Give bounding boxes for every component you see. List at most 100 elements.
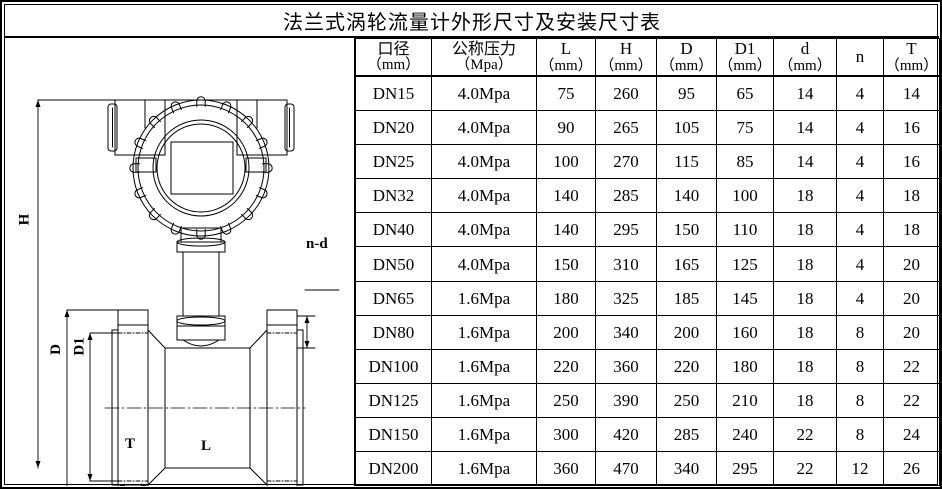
header-name: d xyxy=(800,39,810,58)
table-cell: 325 xyxy=(595,280,657,316)
cell-nominal-diameter: DN20 xyxy=(355,110,432,146)
technical-drawing-pane: H D D1 n-d T L xyxy=(5,38,355,486)
table-cell: 4 xyxy=(836,178,884,214)
table-header-cell-5: D1 （mm） xyxy=(716,37,774,77)
sheet-inner-border: 法兰式涡轮流量计外形尺寸及安装尺寸表 xyxy=(4,4,940,487)
table-header-cell-6: d （mm） xyxy=(773,37,837,77)
cell-nominal-diameter: DN100 xyxy=(355,348,432,384)
table-cell: 295 xyxy=(595,212,657,248)
cell-nominal-diameter: DN25 xyxy=(355,144,432,180)
table-cell: 185 xyxy=(656,280,717,316)
table-row: DN125 1.6Mpa 250 390 250 210 18 8 22 xyxy=(355,382,940,418)
table-cell: 4 xyxy=(836,75,884,112)
table-body: DN15 4.0Mpa 75 260 95 65 14 4 14 DN20 4.0Mpa 90 265 1… xyxy=(355,75,940,487)
table-header-cell-3: H （mm） xyxy=(595,37,657,77)
header-unit: （mm） xyxy=(659,58,714,75)
dimension-label-n-d: n-d xyxy=(306,236,328,252)
table-cell: 105 xyxy=(656,110,717,146)
table-cell: 200 xyxy=(536,314,596,350)
dimension-table-container: 口径 （mm） 公称压力 （Mpa） L （mm） H （mm） D （mm） D1 （mm） d （mm… xyxy=(355,37,940,487)
table-cell: 4.0Mpa xyxy=(431,178,537,214)
table-header-cell-2: L （mm） xyxy=(536,37,596,77)
table-cell: 4 xyxy=(836,144,884,180)
table-row: DN80 1.6Mpa 200 340 200 160 18 8 20 xyxy=(355,314,940,350)
table-cell: 1.6Mpa xyxy=(431,382,537,418)
table-cell: 85 xyxy=(716,144,774,180)
table-row: DN100 1.6Mpa 220 360 220 180 18 8 22 xyxy=(355,348,940,384)
table-cell: 250 xyxy=(656,382,717,418)
table-cell: 8 xyxy=(836,416,884,452)
table-header-cell-7: n xyxy=(836,37,884,77)
cell-nominal-diameter: DN32 xyxy=(355,178,432,214)
table-cell: 145 xyxy=(716,280,774,316)
cell-nominal-diameter: DN80 xyxy=(355,314,432,350)
dimension-label-L: L xyxy=(201,438,212,454)
table-cell: 100 xyxy=(716,178,774,214)
table-cell: 420 xyxy=(595,416,657,452)
table-cell: 8 xyxy=(836,314,884,350)
header-name: T xyxy=(906,39,917,58)
dimension-label-T: T xyxy=(125,436,136,452)
table-cell: 18 xyxy=(773,280,837,316)
table-cell: 4 xyxy=(836,212,884,248)
table-cell: 90 xyxy=(536,110,596,146)
table-cell: 95 xyxy=(656,75,717,112)
table-cell: 14 xyxy=(773,110,837,146)
table-cell: 22 xyxy=(883,382,940,418)
table-cell: 14 xyxy=(773,144,837,180)
table-cell: 4.0Mpa xyxy=(431,246,537,282)
table-cell: 18 xyxy=(773,314,837,350)
table-cell: 65 xyxy=(716,75,774,112)
table-cell: 220 xyxy=(656,348,717,384)
table-cell: 8 xyxy=(836,382,884,418)
table-cell: 295 xyxy=(716,450,774,487)
table-cell: 285 xyxy=(656,416,717,452)
table-cell: 265 xyxy=(595,110,657,146)
table-cell: 100 xyxy=(536,144,596,180)
table-cell: 1.6Mpa xyxy=(431,450,537,487)
header-unit: （mm） xyxy=(718,58,772,75)
table-cell: 470 xyxy=(595,450,657,487)
table-cell: 4.0Mpa xyxy=(431,212,537,248)
header-unit: （mm） xyxy=(366,57,421,74)
table-cell: 260 xyxy=(595,75,657,112)
table-cell: 24 xyxy=(883,416,940,452)
table-cell: 14 xyxy=(883,75,940,112)
table-cell: 22 xyxy=(773,416,837,452)
table-cell: 1.6Mpa xyxy=(431,348,537,384)
table-cell: 22 xyxy=(883,348,940,384)
table-cell: 4.0Mpa xyxy=(431,75,537,112)
cell-nominal-diameter: DN65 xyxy=(355,280,432,316)
table-cell: 250 xyxy=(536,382,596,418)
header-unit: （mm） xyxy=(599,58,653,75)
header-name: H xyxy=(619,39,633,58)
header-name: n xyxy=(855,47,865,67)
header-name: D1 xyxy=(734,39,756,58)
table-cell: 140 xyxy=(536,212,596,248)
table-cell: 4.0Mpa xyxy=(431,144,537,180)
table-cell: 210 xyxy=(716,382,774,418)
table-cell: 75 xyxy=(536,75,596,112)
table-cell: 1.6Mpa xyxy=(431,314,537,350)
table-header-cell-0: 口径 （mm） xyxy=(355,37,432,77)
table-cell: 110 xyxy=(716,212,774,248)
cell-nominal-diameter: DN125 xyxy=(355,382,432,418)
table-row: DN200 1.6Mpa 360 470 340 295 22 12 26 xyxy=(355,450,940,487)
header-name: D xyxy=(680,39,693,58)
table-cell: 125 xyxy=(716,246,774,282)
table-cell: 240 xyxy=(716,416,774,452)
table-cell: 4 xyxy=(836,110,884,146)
table-cell: 340 xyxy=(656,450,717,487)
table-row: DN32 4.0Mpa 140 285 140 100 18 4 18 xyxy=(355,178,940,214)
table-row: DN25 4.0Mpa 100 270 115 85 14 4 16 xyxy=(355,144,940,180)
table-cell: 8 xyxy=(836,348,884,384)
table-cell: 20 xyxy=(883,280,940,316)
table-header-cell-4: D （mm） xyxy=(656,37,717,77)
table-cell: 12 xyxy=(836,450,884,487)
table-row: DN65 1.6Mpa 180 325 185 145 18 4 20 xyxy=(355,280,940,316)
cell-nominal-diameter: DN150 xyxy=(355,416,432,452)
header-unit: （mm） xyxy=(884,58,939,75)
table-cell: 200 xyxy=(656,314,717,350)
table-cell: 18 xyxy=(773,246,837,282)
